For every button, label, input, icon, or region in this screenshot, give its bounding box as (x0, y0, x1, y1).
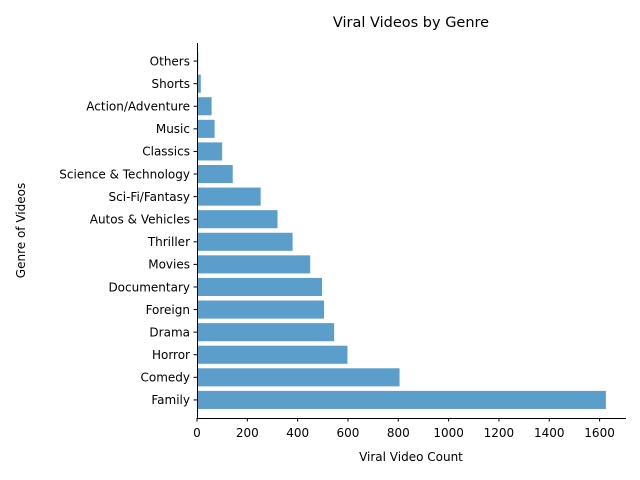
x-tick-label-1400: 1400 (534, 426, 565, 440)
y-tick-label-music: Music (156, 122, 190, 136)
y-tick-label-comedy: Comedy (140, 371, 190, 385)
x-tick-label-1600: 1600 (584, 426, 615, 440)
x-axis-ticks: 0 200 400 600 800 1000 1200 1400 1600 (193, 418, 615, 440)
y-tick-label-sci-fi-fantasy: Sci-Fi/Fantasy (109, 190, 190, 204)
bars-group (197, 52, 606, 409)
bar-music (197, 119, 215, 138)
y-tick-label-science-technology: Science & Technology (59, 167, 190, 181)
y-tick-label-thriller: Thriller (147, 235, 190, 249)
y-tick-label-drama: Drama (149, 325, 190, 339)
chart-title: Viral Videos by Genre (333, 15, 489, 31)
bar-shorts (197, 74, 201, 93)
bar-science-technology (197, 164, 233, 184)
x-tick-label-200: 200 (236, 426, 259, 440)
y-tick-label-movies: Movies (148, 258, 190, 272)
y-axis-label: Genre of Videos (14, 183, 28, 278)
bar-documentary (197, 277, 323, 297)
y-tick-label-shorts: Shorts (152, 77, 190, 91)
bar-horror (197, 345, 348, 364)
y-tick-label-classics: Classics (142, 145, 190, 159)
bar-autos-vehicles (197, 210, 278, 229)
y-tick-label-autos-vehicles: Autos & Vehicles (90, 213, 190, 227)
x-tick-label-600: 600 (337, 426, 360, 440)
bar-movies (197, 255, 311, 274)
bar-classics (197, 142, 223, 161)
bar-foreign (197, 300, 325, 319)
y-axis-ticks: Family Comedy Horror Drama Foreign Documentar… (59, 54, 197, 407)
y-tick-label-documentary: Documentary (108, 280, 190, 294)
x-axis-label: Viral Video Count (359, 450, 463, 464)
y-tick-label-horror: Horror (152, 348, 190, 362)
y-tick-label-foreign: Foreign (146, 303, 190, 317)
y-tick-label-action-adventure: Action/Adventure (86, 100, 190, 114)
x-tick-label-1000: 1000 (433, 426, 464, 440)
y-tick-label-family: Family (151, 393, 190, 407)
bar-family (197, 390, 606, 409)
bar-thriller (197, 232, 293, 251)
bar-sci-fi-fantasy (197, 187, 261, 206)
bar-action-adventure (197, 97, 212, 116)
x-tick-label-400: 400 (286, 426, 309, 440)
bar-comedy (197, 368, 400, 387)
x-tick-label-1200: 1200 (484, 426, 515, 440)
x-tick-label-800: 800 (387, 426, 410, 440)
bar-drama (197, 323, 335, 342)
y-tick-label-others: Others (150, 54, 190, 68)
x-tick-label-0: 0 (193, 426, 201, 440)
